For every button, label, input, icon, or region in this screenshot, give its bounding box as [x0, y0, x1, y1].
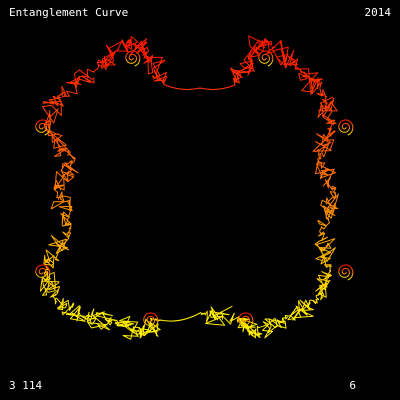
- curve-curl: [339, 265, 353, 280]
- level-indicator: 6: [349, 380, 356, 392]
- curve-strokes: [36, 36, 353, 339]
- year-label: 2014: [365, 7, 392, 19]
- curve-path: [40, 36, 338, 339]
- curve-curl: [339, 120, 353, 135]
- curve-curl: [126, 51, 140, 66]
- curve-curl: [259, 51, 273, 66]
- iteration-counter: 3 114: [9, 380, 42, 392]
- title-label: Entanglement Curve: [9, 7, 128, 19]
- curve-curl: [36, 120, 50, 135]
